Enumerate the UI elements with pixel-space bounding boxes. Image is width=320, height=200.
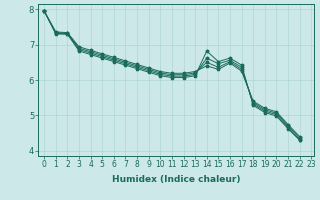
X-axis label: Humidex (Indice chaleur): Humidex (Indice chaleur) — [112, 175, 240, 184]
